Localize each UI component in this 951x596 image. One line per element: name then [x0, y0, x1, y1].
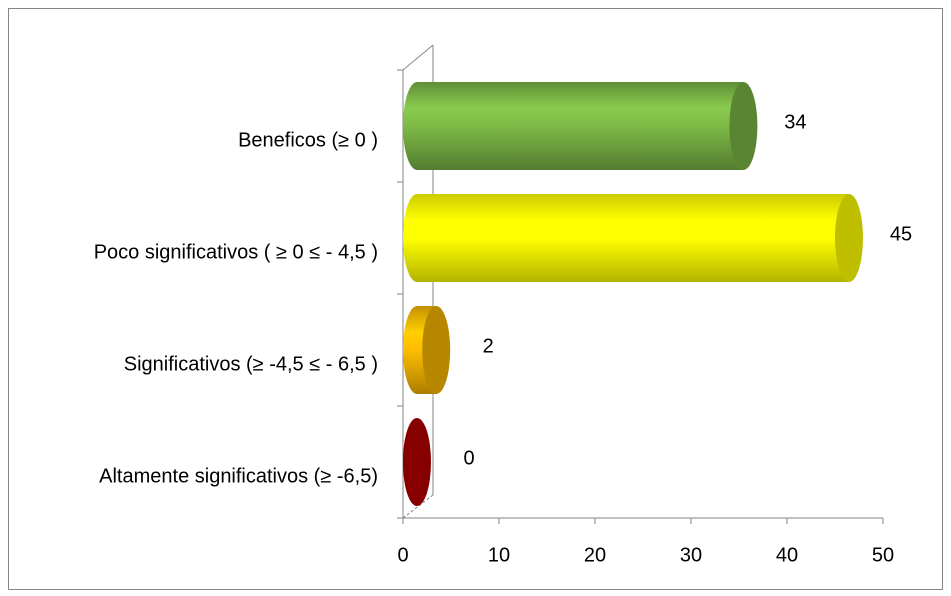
bar — [403, 82, 744, 170]
y-tick-label: Poco significativos ( ≥ 0 ≤ - 4,5 ) — [94, 241, 378, 263]
bar-cap — [729, 82, 758, 170]
y-tick-label: Altamente significativos (≥ -6,5) — [99, 465, 378, 487]
data-label: 34 — [784, 111, 806, 133]
data-label: 2 — [483, 335, 494, 357]
x-tick-label: 20 — [584, 544, 606, 566]
x-tick-label: 30 — [680, 544, 702, 566]
data-label: 0 — [463, 447, 474, 469]
data-label: 45 — [890, 223, 912, 245]
bar — [403, 194, 849, 282]
x-tick-label: 50 — [872, 544, 894, 566]
bar-cap — [835, 194, 863, 282]
bar-cap — [422, 306, 451, 394]
y-tick-label: Beneficos (≥ 0 ) — [238, 129, 378, 151]
x-tick-label: 40 — [776, 544, 798, 566]
x-tick-label: 10 — [488, 544, 510, 566]
bar-cap — [403, 418, 431, 506]
x-tick-label: 0 — [397, 544, 408, 566]
y-tick-label: Significativos (≥ -4,5 ≤ - 6,5 ) — [124, 353, 378, 375]
